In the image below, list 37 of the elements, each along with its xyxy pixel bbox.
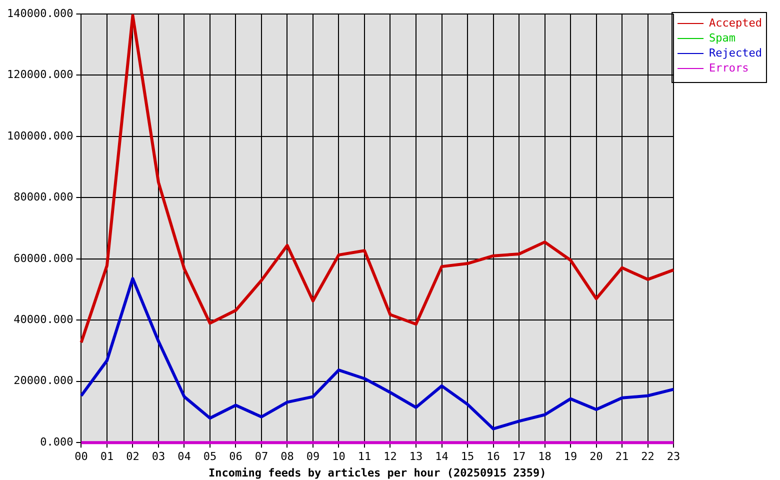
x-tick-label: 21: [615, 450, 629, 464]
legend-label: Errors: [709, 61, 749, 74]
x-tick-label: 14: [435, 450, 449, 464]
x-axis-title: Incoming feeds by articles per hour (20250915 2359): [208, 466, 546, 480]
x-tick-label: 10: [332, 450, 346, 464]
x-tick-label: 18: [538, 450, 552, 464]
y-tick-label: 80000.000: [14, 190, 74, 204]
x-tick-label: 02: [126, 450, 140, 464]
x-tick-label: 06: [229, 450, 242, 464]
y-tick-label: 100000.000: [6, 129, 74, 142]
x-tick-label: 03: [152, 450, 166, 464]
legend-label: Rejected: [709, 46, 762, 60]
x-tick-label: 19: [564, 450, 578, 464]
x-tick-label: 23: [666, 450, 680, 464]
x-tick-label: 08: [280, 450, 294, 464]
x-tick-label: 17: [512, 450, 526, 464]
x-tick-label: 00: [74, 450, 88, 464]
x-tick-label: 20: [590, 450, 603, 464]
x-tick-label: 01: [100, 450, 114, 464]
legend-label: Spam: [709, 31, 736, 44]
x-tick-label: 15: [460, 450, 474, 464]
y-tick-label: 140000.000: [6, 6, 74, 20]
x-tick-label: 05: [203, 450, 217, 464]
y-tick-label: 0.000: [40, 435, 74, 448]
x-tick-label: 22: [641, 450, 654, 464]
x-tick-label: 12: [384, 450, 397, 464]
y-tick-label: 120000.000: [6, 68, 74, 82]
y-tick-label: 60000.000: [14, 252, 74, 265]
y-tick-label: 20000.000: [14, 374, 74, 388]
x-tick-label: 07: [254, 450, 268, 464]
y-tick-label: 40000.000: [14, 313, 74, 326]
x-tick-label: 09: [306, 450, 320, 464]
x-tick-label: 16: [486, 450, 500, 464]
x-tick-label: 11: [358, 450, 372, 464]
x-tick-label: 04: [178, 450, 192, 464]
legend-label: Accepted: [709, 16, 762, 30]
x-tick-label: 13: [409, 450, 423, 464]
